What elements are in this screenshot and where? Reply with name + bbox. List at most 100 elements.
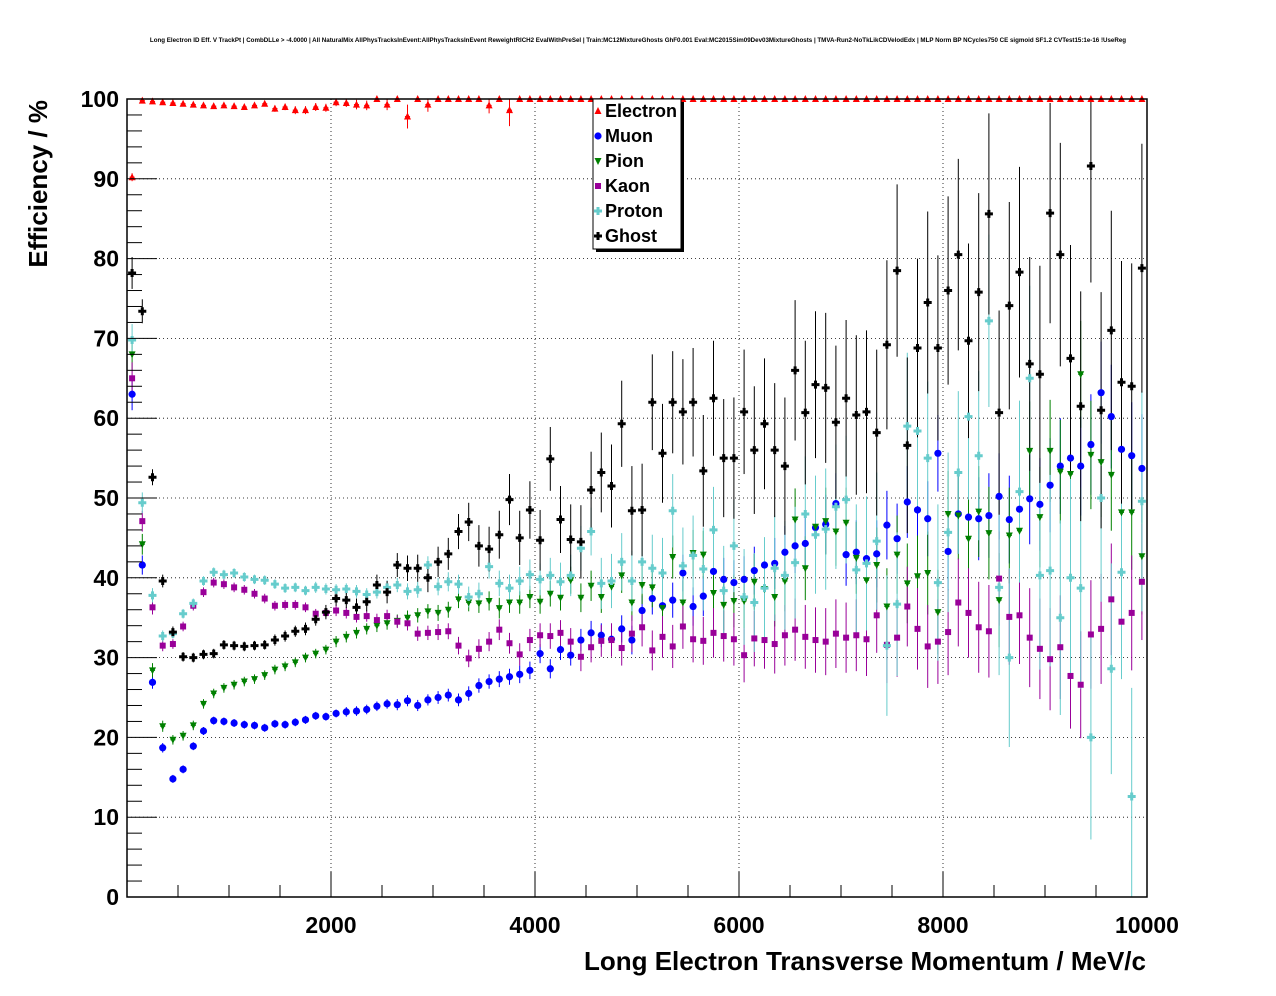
kaon-point: [1108, 596, 1115, 603]
ghost-point: [791, 366, 800, 375]
kaon-point: [414, 630, 421, 637]
electron-point: [332, 98, 340, 106]
proton-point: [128, 335, 137, 344]
electron-point: [189, 100, 197, 108]
proton-point: [791, 558, 800, 567]
pion-point: [1087, 451, 1095, 459]
muon-point: [556, 646, 565, 654]
pion-point: [944, 510, 952, 518]
ghost-point: [689, 398, 698, 407]
muon-point: [1015, 505, 1024, 513]
ghost-point: [1056, 250, 1065, 259]
y-tick-label: 80: [93, 246, 119, 272]
kaon-point: [741, 652, 748, 659]
ghost-point: [1025, 359, 1034, 368]
proton-point: [485, 562, 494, 571]
muon-point: [709, 567, 718, 576]
pion-point: [373, 622, 381, 630]
kaon-point: [353, 613, 360, 620]
kaon-point: [271, 602, 278, 609]
ghost-point: [281, 632, 290, 641]
ghost-point: [944, 286, 953, 295]
kaon-point: [751, 635, 758, 642]
proton-point: [933, 578, 942, 587]
muon-point: [1107, 413, 1115, 421]
legend-label-pion: Pion: [605, 151, 644, 171]
kaon-point: [577, 653, 584, 660]
ghost-point: [1035, 370, 1044, 379]
grid-lines: [127, 99, 1147, 897]
kaon-point: [537, 632, 544, 639]
y-tick-label: 100: [81, 86, 119, 112]
proton-point: [903, 422, 912, 431]
proton-point: [1076, 584, 1085, 593]
proton-point: [566, 571, 575, 580]
ghost-point: [546, 454, 555, 463]
legend-label-muon: Muon: [605, 126, 653, 146]
proton-point: [311, 583, 320, 592]
pion-point: [597, 593, 605, 601]
electron-point: [230, 102, 238, 110]
muon-point: [210, 717, 218, 725]
muon-point: [505, 673, 514, 681]
muon-point: [546, 665, 554, 673]
ghost-point: [485, 545, 494, 554]
proton-point: [1005, 653, 1014, 662]
pion-point: [302, 654, 309, 662]
ghost-point: [1137, 264, 1146, 273]
kaon-point: [894, 634, 901, 641]
muon-point: [393, 701, 401, 709]
muon-point: [138, 561, 146, 569]
electron-point: [322, 103, 330, 111]
proton-point: [964, 412, 973, 421]
kaon-point: [547, 633, 554, 640]
ghost-point: [291, 627, 300, 636]
electron-point: [138, 96, 146, 104]
muon-point: [261, 724, 269, 732]
pion-point: [312, 650, 320, 658]
proton-point: [699, 565, 708, 574]
kaon-point: [455, 642, 462, 649]
pion-point: [1138, 553, 1146, 561]
ghost-point: [933, 343, 942, 352]
kaon-point: [781, 632, 788, 639]
muon-point: [1117, 445, 1126, 453]
ghost-point: [1005, 301, 1014, 310]
proton-point: [413, 585, 422, 594]
pion-point: [883, 603, 891, 611]
pion-point: [608, 583, 615, 591]
ghost-point: [505, 495, 514, 504]
kaon-point: [343, 609, 350, 616]
x-axis-label: Long Electron Transverse Momentum / MeV/…: [584, 946, 1146, 976]
muon-point: [495, 675, 503, 683]
ghost-point: [617, 419, 626, 428]
pion-point: [618, 572, 626, 580]
x-tick-label: 8000: [917, 912, 968, 938]
pion-point: [791, 516, 799, 524]
muon-point: [1138, 464, 1146, 473]
pion-point: [934, 609, 942, 617]
pion-point: [251, 676, 258, 684]
pion-point: [954, 512, 962, 520]
muon-point: [760, 561, 769, 569]
pion-point: [628, 599, 636, 607]
ghost-point: [311, 615, 320, 624]
kaon-point: [853, 632, 860, 639]
kaon-point: [639, 624, 646, 631]
kaon-point: [241, 586, 248, 593]
chart-title: Long Electron ID Eff. V TrackPt | CombDL…: [150, 37, 1126, 44]
kaon-point: [822, 638, 829, 645]
ghost-point: [168, 628, 177, 637]
pion-point: [322, 646, 330, 654]
proton-point: [1117, 568, 1126, 577]
muon-point: [1077, 462, 1085, 470]
pion-point: [740, 597, 748, 605]
kaon-point: [843, 634, 850, 641]
kaon-point: [506, 640, 513, 647]
legend-marker-muon: [594, 132, 602, 140]
proton-point: [852, 565, 861, 574]
proton-point: [240, 573, 249, 582]
ghost-point: [638, 505, 647, 514]
pion-point: [138, 541, 146, 549]
kaon-point: [720, 633, 727, 640]
